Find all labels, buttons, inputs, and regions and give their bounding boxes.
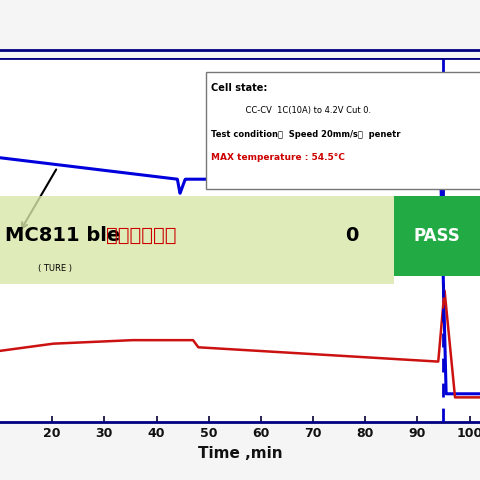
Text: 0: 0: [346, 226, 359, 245]
Text: MAX temperature : 54.5°C: MAX temperature : 54.5°C: [211, 153, 345, 162]
Bar: [0, 196, 394, 284]
Text: CC-CV  1C(10A) to 4.2V Cut 0.: CC-CV 1C(10A) to 4.2V Cut 0.: [235, 107, 372, 116]
Text: PASS: PASS: [413, 228, 460, 245]
Text: MC811 ble: MC811 ble: [5, 226, 120, 245]
Bar: [394, 196, 480, 276]
Text: Test condition：  Speed 20mm/s，  penetr: Test condition： Speed 20mm/s， penetr: [211, 130, 401, 139]
Text: Cell state:: Cell state:: [211, 83, 267, 93]
Bar: [206, 72, 480, 189]
X-axis label: Time ,min: Time ,min: [198, 446, 282, 461]
Text: 应对策略解析: 应对策略解析: [106, 226, 176, 245]
Text: ( TURE ): ( TURE ): [38, 264, 72, 273]
